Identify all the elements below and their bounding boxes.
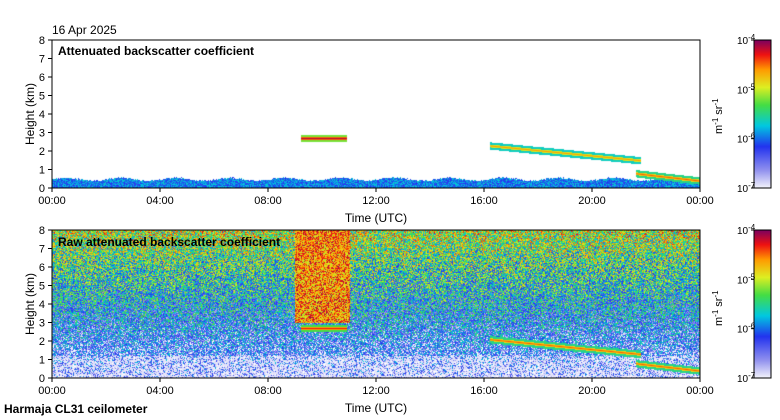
panel-title-top: Attenuated backscatter coefficient — [58, 44, 254, 58]
x-tick-label: 08:00 — [254, 385, 282, 397]
colorbar-tick-label: 10-4 — [737, 223, 756, 237]
y-tick-label: 4 — [39, 299, 45, 311]
x-tick-label: 20:00 — [578, 195, 606, 207]
y-tick-label: 7 — [39, 244, 45, 256]
y-tick-label: 5 — [39, 91, 45, 103]
x-tick-label: 08:00 — [254, 195, 282, 207]
x-tick-label: 12:00 — [362, 385, 390, 397]
y-tick-label: 2 — [39, 336, 45, 348]
colorbar-bottom — [753, 229, 772, 379]
backscatter-heatmap-top — [52, 40, 700, 188]
colorbar-labels-bottom: 10-7 10-6 10-5 10-4 — [737, 223, 756, 385]
y-tick-label: 1 — [39, 165, 45, 177]
panel-raw: Raw attenuated backscatter coefficient 0… — [23, 223, 772, 415]
panel-attenuated: Attenuated backscatter coefficient 0 1 2 3 4… — [23, 33, 772, 225]
colorbar-tick-label: 10-7 — [737, 181, 756, 195]
y-axis-label-top: Height (km) — [23, 83, 37, 145]
colorbar-tick-label: 10-7 — [737, 371, 756, 385]
y-tick-label: 8 — [39, 35, 45, 47]
y-tick-label: 6 — [39, 72, 45, 84]
colorbar-tick-label: 10-6 — [737, 322, 756, 336]
colorbar-tick-label: 10-5 — [737, 82, 756, 96]
date-label: 16 Apr 2025 — [52, 23, 117, 37]
x-tick-label: 12:00 — [362, 195, 390, 207]
x-axis-label-top: Time (UTC) — [345, 211, 407, 225]
y-axis-label-bottom: Height (km) — [23, 273, 37, 335]
y-tick-label: 8 — [39, 225, 45, 237]
x-axis-label-bottom: Time (UTC) — [345, 401, 407, 415]
y-tick-label: 1 — [39, 355, 45, 367]
backscatter-heatmap-bottom — [52, 230, 700, 378]
y-tick-label: 0 — [39, 373, 45, 385]
x-ticks-bottom: 00:00 04:00 08:00 12:00 16:00 20:00 00:00 — [38, 378, 714, 397]
x-tick-label: 16:00 — [470, 385, 498, 397]
colorbar-unit-bottom: m-1sr-1 — [711, 290, 725, 326]
colorbar-tick-label: 10-5 — [737, 272, 756, 286]
x-tick-label: 00:00 — [38, 385, 66, 397]
x-tick-label: 00:00 — [686, 385, 714, 397]
y-tick-label: 5 — [39, 281, 45, 293]
y-ticks-top: 0 1 2 3 4 5 6 7 8 — [39, 35, 52, 195]
x-tick-label: 04:00 — [146, 195, 174, 207]
y-tick-label: 2 — [39, 146, 45, 158]
x-tick-label: 20:00 — [578, 385, 606, 397]
y-tick-label: 6 — [39, 262, 45, 274]
colorbar-tick-label: 10-4 — [737, 33, 756, 47]
y-tick-label: 3 — [39, 318, 45, 330]
footer-label: Harmaja CL31 ceilometer — [4, 402, 148, 416]
y-tick-label: 7 — [39, 54, 45, 66]
x-tick-label: 00:00 — [686, 195, 714, 207]
y-tick-label: 3 — [39, 128, 45, 140]
colorbar-labels-top: 10-7 10-6 10-5 10-4 — [737, 33, 756, 195]
panel-title-bottom: Raw attenuated backscatter coefficient — [58, 235, 280, 249]
y-tick-label: 0 — [39, 183, 45, 195]
x-tick-label: 04:00 — [146, 385, 174, 397]
colorbar-top — [753, 39, 772, 189]
y-ticks-bottom: 0 1 2 3 4 5 6 7 8 — [39, 225, 52, 385]
x-tick-label: 00:00 — [38, 195, 66, 207]
colorbar-unit-top: m-1sr-1 — [711, 98, 725, 134]
colorbar-tick-label: 10-6 — [737, 132, 756, 146]
x-tick-label: 16:00 — [470, 195, 498, 207]
y-tick-label: 4 — [39, 109, 45, 121]
x-ticks-top: 00:00 04:00 08:00 12:00 16:00 20:00 00:00 — [38, 188, 714, 207]
